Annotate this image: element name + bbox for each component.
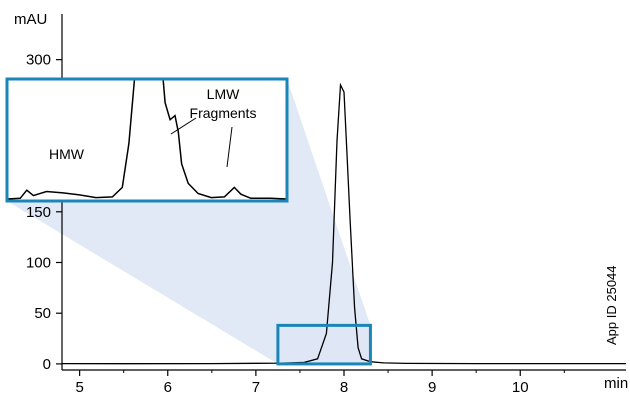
x-unit-label: min bbox=[604, 375, 628, 392]
zoom-projection-layer bbox=[7, 79, 371, 364]
axis-ticks: 0 50 100 150 300 5 6 7 8 9 10 bbox=[26, 52, 565, 395]
x-tick-label: 9 bbox=[428, 379, 436, 395]
y-tick-label: 50 bbox=[34, 305, 51, 322]
x-tick-label: 6 bbox=[164, 379, 172, 395]
zoom-inset: HMW LMW Fragments bbox=[5, 77, 289, 203]
inset-trace bbox=[7, 79, 287, 200]
x-tick-label: 8 bbox=[340, 379, 348, 395]
x-tick-label: 7 bbox=[252, 379, 260, 395]
x-tick-label: 10 bbox=[512, 379, 529, 395]
zoom-projection bbox=[7, 79, 371, 364]
y-tick-label: 100 bbox=[26, 254, 51, 271]
chromatogram-trace bbox=[61, 82, 626, 365]
inset-label-hmw: HMW bbox=[49, 146, 85, 162]
y-unit-label: mAU bbox=[14, 11, 47, 28]
inset-label-lmw: LMW bbox=[207, 86, 240, 102]
y-tick-label: 150 bbox=[26, 204, 51, 221]
inset-label-fragments: Fragments bbox=[190, 105, 257, 121]
x-tick-label: 5 bbox=[75, 379, 83, 395]
inset-background bbox=[7, 79, 287, 201]
app-id-label: App ID 25044 bbox=[604, 265, 619, 345]
y-tick-label: 300 bbox=[26, 52, 51, 69]
lmw-pointer-line bbox=[170, 117, 197, 135]
zoom-region-box bbox=[276, 323, 372, 366]
y-tick-label: 0 bbox=[43, 356, 51, 373]
inset-frame bbox=[5, 77, 289, 203]
fragment-pointer-line bbox=[226, 126, 233, 168]
zoom-region-fill bbox=[277, 325, 371, 364]
